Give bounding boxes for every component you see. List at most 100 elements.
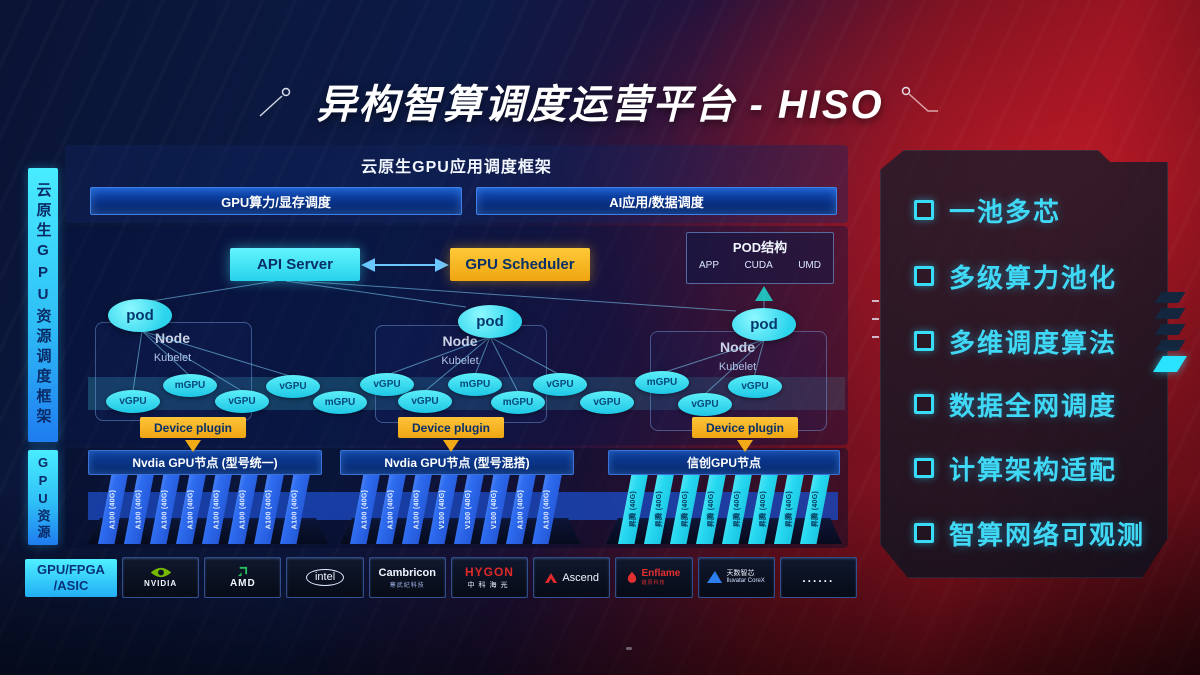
framework-header: 云原生GPU应用调度框架 bbox=[361, 159, 552, 176]
mgpu-ellipse: mGPU bbox=[448, 373, 502, 396]
square-bullet-icon bbox=[914, 266, 934, 286]
pod-structure-box: POD结构 APP CUDA UMD bbox=[686, 232, 834, 284]
feature-text: 多维调度算法 bbox=[949, 327, 1118, 358]
vendor-logo-row: NVIDIA AMD intel Cambricon 寒武纪科技 HYGON 中科海光 Asc… bbox=[122, 557, 857, 598]
vendor-tile-cambricon: Cambricon 寒武纪科技 bbox=[368, 557, 446, 598]
pod-structure-title: POD结构 bbox=[732, 240, 788, 255]
mgpu-ellipse: mGPU bbox=[491, 391, 545, 414]
vendor-tile-more: ...... bbox=[779, 557, 857, 598]
pod-up-arrow-icon bbox=[755, 286, 773, 301]
pod-ellipse-1: pod bbox=[108, 299, 172, 332]
api-server-box: API Server bbox=[230, 248, 360, 281]
enflame-row: Enflame 燧原科技 bbox=[627, 569, 680, 586]
pod-structure-item-umd: UMD bbox=[798, 260, 821, 271]
square-bullet-icon bbox=[914, 200, 934, 220]
intel-wordmark: intel bbox=[305, 569, 345, 586]
pod-ellipse-3: pod bbox=[732, 308, 796, 341]
vendor-tile-amd: AMD bbox=[204, 557, 282, 598]
device-plugin-box-2: Device plugin bbox=[398, 417, 504, 438]
vendor-tile-intel: intel bbox=[286, 557, 364, 598]
vendor-tile-ascend: Ascend bbox=[533, 557, 611, 598]
device-plugin-box-3: Device plugin bbox=[692, 417, 798, 438]
ascend-row: Ascend bbox=[544, 572, 599, 584]
page-title: 异构智算调度运营平台 - HISO bbox=[316, 83, 884, 127]
feature-text: 数据全网调度 bbox=[949, 390, 1118, 421]
pod-structure-item-app: APP bbox=[699, 260, 720, 271]
square-bullet-icon bbox=[914, 394, 934, 414]
more-vendors-ellipsis: ...... bbox=[802, 570, 835, 585]
vgpu-ellipse: vGPU bbox=[215, 390, 269, 413]
vgpu-ellipse: vGPU bbox=[678, 393, 732, 416]
ascend-wordmark: Ascend bbox=[562, 571, 600, 584]
feature-item: 数据全网调度 bbox=[914, 389, 1117, 421]
feature-text: 多级算力池化 bbox=[949, 262, 1118, 293]
gpu-scheduler-box: GPU Scheduler bbox=[450, 248, 590, 281]
enflame-cn-name: 燧原科技 bbox=[641, 580, 666, 586]
hygon-cn-name: 中科海光 bbox=[467, 582, 512, 589]
vgpu-ellipse: vGPU bbox=[580, 391, 634, 414]
vendor-tile-nvidia: NVIDIA bbox=[122, 557, 200, 598]
feature-text: 智算网络可观测 bbox=[949, 519, 1146, 550]
cambricon-wordmark: Cambricon bbox=[378, 566, 436, 579]
iluvatar-cn-name: 天数智芯 bbox=[726, 570, 755, 577]
device-plugin-box-1: Device plugin bbox=[140, 417, 246, 438]
vendor-label-line2: /ASIC bbox=[53, 578, 89, 593]
amd-logo-icon bbox=[238, 566, 248, 577]
plugin-down-arrow-icon bbox=[443, 440, 459, 452]
subbar-ai-data-scheduling: AI应用/数据调度 bbox=[476, 187, 837, 215]
rail-gpu-resources: GPU资源 bbox=[28, 450, 58, 545]
vendor-label-line1: GPU/FPGA bbox=[37, 562, 105, 578]
vgpu-ellipse: vGPU bbox=[728, 375, 782, 398]
rail-cloud-native-gpu-framework: 云原生GPU资源调度框架 bbox=[28, 168, 58, 442]
vgpu-ellipse: vGPU bbox=[398, 390, 452, 413]
feature-panel: 一池多芯多级算力池化 多维调度算法 数据全网调度 计算架构适配 智算网络可观测 bbox=[880, 150, 1168, 578]
square-bullet-icon bbox=[914, 523, 934, 543]
edge-ticks-deco bbox=[872, 300, 879, 338]
square-bullet-icon bbox=[914, 331, 934, 351]
vendor-tile-hygon: HYGON 中科海光 bbox=[450, 557, 529, 598]
feature-item: 智算网络可观测 bbox=[914, 518, 1145, 550]
plugin-down-arrow-icon bbox=[185, 440, 201, 452]
vgpu-ellipse: vGPU bbox=[266, 375, 320, 398]
gpu-group-bar-xinchuang: 信创GPU节点 bbox=[608, 450, 840, 475]
enflame-logo-icon bbox=[628, 571, 637, 583]
iluvatar-row: 天数智芯 Iluvatar CoreX bbox=[707, 570, 765, 585]
iluvatar-wordmark: Iluvatar CoreX bbox=[726, 578, 765, 585]
gpu-group-bar-nvidia-mixed: Nvdia GPU节点 (型号混搭) bbox=[340, 450, 574, 475]
circuit-deco-right-icon bbox=[901, 86, 938, 112]
feature-item: 一池多芯 bbox=[914, 195, 1061, 227]
feature-text: 计算架构适配 bbox=[949, 454, 1118, 485]
amd-wordmark: AMD bbox=[229, 578, 256, 589]
nvidia-wordmark: NVIDIA bbox=[144, 579, 178, 588]
hazard-stripes-deco bbox=[1153, 292, 1187, 372]
ascend-logo-icon bbox=[545, 572, 558, 583]
enflame-text: Enflame 燧原科技 bbox=[641, 568, 681, 587]
plugin-down-arrow-icon bbox=[737, 440, 753, 452]
feature-item: 多级算力池化 bbox=[914, 261, 1117, 293]
vendor-category-label: GPU/FPGA /ASIC bbox=[25, 559, 117, 597]
vendor-tile-iluvatar: 天数智芯 Iluvatar CoreX bbox=[697, 557, 775, 598]
header: 异构智算调度运营平台 - HISO bbox=[0, 72, 1200, 130]
circuit-deco-left-icon bbox=[259, 87, 291, 117]
enflame-wordmark: Enflame bbox=[641, 568, 681, 579]
feature-text: 一池多芯 bbox=[949, 196, 1062, 227]
square-bullet-icon bbox=[914, 458, 934, 478]
pod-structure-item-cuda: CUDA bbox=[744, 260, 773, 271]
iluvatar-logo-icon bbox=[707, 571, 723, 584]
mgpu-ellipse: mGPU bbox=[313, 391, 367, 414]
feature-item: 计算架构适配 bbox=[914, 453, 1117, 485]
mgpu-ellipse: mGPU bbox=[635, 371, 689, 394]
hygon-wordmark: HYGON bbox=[464, 565, 514, 579]
cambricon-cn-name: 寒武纪科技 bbox=[389, 582, 425, 589]
nvidia-logo-icon bbox=[150, 567, 171, 578]
feature-item: 多维调度算法 bbox=[914, 326, 1117, 358]
vendor-tile-enflame: Enflame 燧原科技 bbox=[615, 557, 693, 598]
vgpu-ellipse: vGPU bbox=[106, 390, 160, 413]
vgpu-ellipse: vGPU bbox=[533, 373, 587, 396]
gpu-group-bar-nvidia-uniform: Nvdia GPU节点 (型号统一) bbox=[88, 450, 322, 475]
mgpu-ellipse: mGPU bbox=[163, 374, 217, 397]
vgpu-ellipse: vGPU bbox=[360, 373, 414, 396]
footer-dot-deco bbox=[626, 647, 632, 650]
subbar-gpu-compute-scheduling: GPU算力/显存调度 bbox=[90, 187, 462, 215]
